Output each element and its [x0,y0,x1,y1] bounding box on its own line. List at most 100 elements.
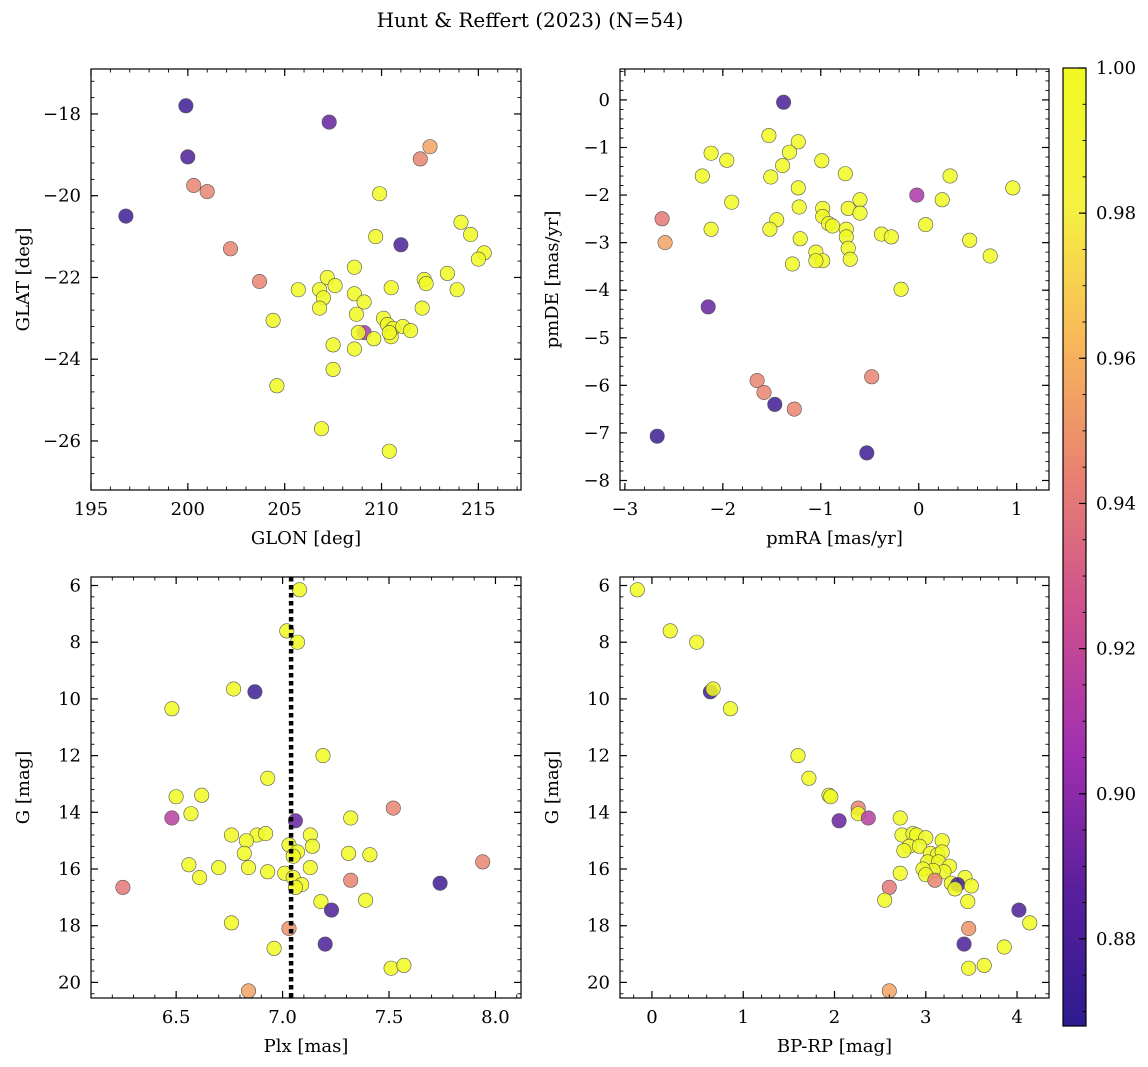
scatter-point [831,813,847,829]
scatter-point [323,902,339,918]
panel-pm: −3 −2 −1 0 1 0 −1 −2 −3 −4 −5 −6 −7 −8 pmRA [mas/yr] pm… [542,68,1050,549]
y-tick-label: 16 [587,859,610,880]
x-axis-label: pmRA [mas/yr] [766,528,903,549]
scatter-point [368,229,384,245]
y-tick-label: 14 [58,802,81,823]
scatter-point [224,915,240,931]
scatter-point [700,299,716,315]
plot-area [620,69,1049,490]
x-tick-label: 7.5 [375,1007,404,1028]
scatter-point [449,282,465,298]
y-tick-label: −4 [583,280,610,301]
colorbar-tick-label: 0.94 [1096,493,1136,514]
scatter-point [312,300,328,316]
scatter-point [199,184,215,200]
scatter-point [877,892,893,908]
colorbar: 0.88 0.90 0.92 0.94 0.96 0.98 1.00 [1062,58,1136,1027]
scatter-point [432,875,448,891]
scatter-point [118,208,134,224]
colorbar-tick-label: 1.00 [1096,58,1136,79]
marks-layer [629,582,1038,998]
scatter-point [258,826,274,842]
scatter-point [346,259,362,275]
scatter-point [792,231,808,247]
y-tick-label: 8 [70,632,81,653]
scatter-point [1005,180,1021,196]
scatter-point [859,445,875,461]
x-tick-label: 1 [1011,499,1022,520]
scatter-point [852,192,868,208]
scatter-point [381,325,397,341]
scatter-point [749,373,765,389]
scatter-point [315,748,331,764]
scatter-point [223,241,239,257]
scatter-point [356,294,372,310]
colorbar-tick-label: 0.88 [1096,929,1136,950]
x-tick-label: 200 [171,499,205,520]
scatter-point [325,337,341,353]
scatter-point [883,229,899,245]
colorbar-tick-label: 0.96 [1096,348,1136,369]
y-tick-label: −1 [583,137,610,158]
x-tick-label: 0 [646,1007,657,1028]
scatter-point [265,312,281,328]
scatter-point [186,178,202,194]
scatter-point [864,369,880,385]
panel-plx: 6.5 7.0 7.5 8.0 6 8 10 12 14 16 18 20 Plx [mas] G [ma… [13,576,522,1057]
scatter-point [396,957,412,973]
scatter-point [823,789,839,805]
x-tick-label: 3 [920,1007,931,1028]
y-tick-label: 6 [70,576,81,597]
scatter-point [164,701,180,717]
scatter-point [362,847,378,863]
scatter-point [762,221,778,237]
scatter-point [1022,915,1038,931]
scatter-point [224,827,240,843]
y-tick-label: 12 [587,746,610,767]
scatter-point [960,894,976,910]
scatter-point [694,168,710,184]
scatter-point [911,838,927,854]
y-tick-label: −24 [43,349,81,370]
y-tick-label: 10 [58,689,81,710]
scatter-point [781,144,797,160]
scatter-point [403,323,419,339]
scatter-point [790,180,806,196]
y-axis-label: G [mag] [542,751,563,824]
scatter-point [453,214,469,230]
y-tick-label: −5 [583,328,610,349]
scatter-point [761,128,777,144]
scatter-point [252,273,268,289]
x-tick-label: 6.5 [162,1007,191,1028]
scatter-point [790,134,806,150]
scatter-point [767,396,783,412]
colorbar-fill [1063,68,1086,1026]
y-tick-label: −26 [43,431,81,452]
scatter-point [211,860,227,876]
scatter-point [241,860,257,876]
y-axis-label: GLAT [deg] [13,228,34,332]
scatter-point [180,149,196,165]
axes-frame [619,68,1050,491]
scatter-point [238,833,254,849]
scatter-point [860,810,876,826]
x-tick-label: 4 [1011,1007,1022,1028]
y-tick-label: 0 [599,90,610,111]
x-tick-label: 205 [268,499,302,520]
scatter-point [168,789,184,805]
y-tick-label: 16 [58,859,81,880]
y-axis-label: G [mag] [13,751,34,824]
scatter-point [892,865,908,881]
scatter-point [313,894,329,910]
scatter-point [412,151,428,167]
scatter-point [790,748,806,764]
scatter-point [649,428,665,444]
scatter-point [350,325,366,341]
scatter-point [226,681,242,697]
colorbar-frame [1062,67,1087,1027]
scatter-point [763,169,779,185]
scatter-point [881,983,897,998]
scatter-point [852,205,868,221]
scatter-point [181,857,197,873]
scatter-point [927,872,943,888]
